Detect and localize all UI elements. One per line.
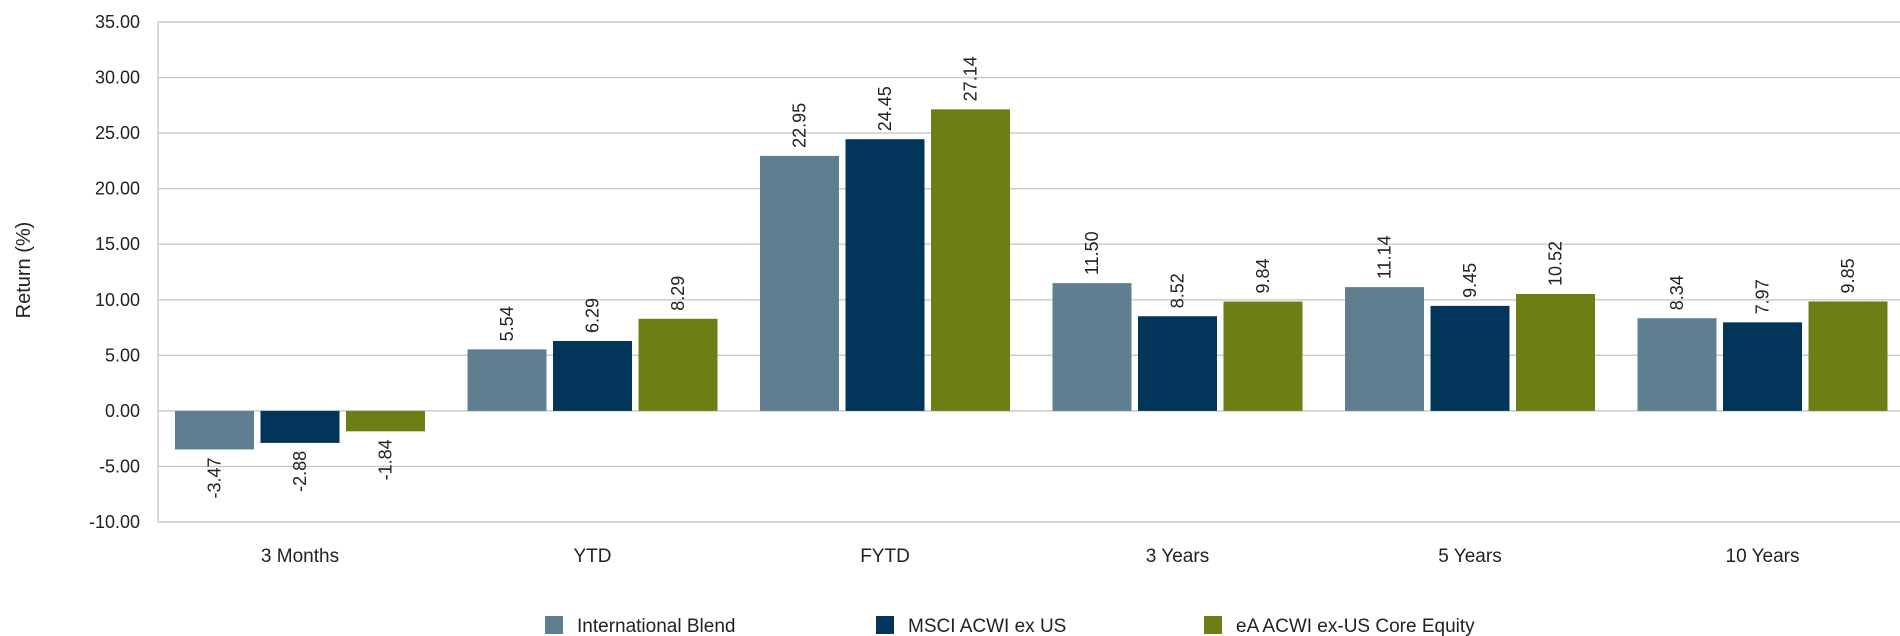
y-axis-ticks: -10.00 -5.00 0.00 5.00 10.00 15.00 20.00 25.00 3…: [89, 12, 140, 532]
data-label: 8.29: [668, 276, 688, 311]
data-label: 11.50: [1082, 231, 1102, 275]
y-tick-label: -5.00: [99, 456, 140, 476]
bar: [1223, 301, 1303, 411]
data-label: 24.45: [875, 86, 895, 131]
y-tick-label: 10.00: [95, 290, 140, 310]
data-label: 22.95: [790, 103, 810, 148]
y-tick-label: 5.00: [105, 345, 140, 365]
legend-swatch: [1204, 616, 1222, 634]
legend: International Blend MSCI ACWI ex US eA ACW…: [545, 616, 1475, 636]
x-category-label: 10 Years: [1726, 546, 1800, 567]
y-tick-label: 15.00: [95, 234, 140, 254]
legend-swatch: [545, 616, 563, 634]
bar: [553, 341, 632, 411]
bar: [1516, 294, 1595, 411]
bar: [1052, 283, 1132, 411]
bar: [467, 349, 547, 411]
legend-label: MSCI ACWI ex US: [908, 616, 1066, 636]
bar: [845, 139, 925, 411]
x-category-label: 3 Years: [1146, 546, 1209, 567]
bar: [931, 109, 1010, 411]
data-label: 5.54: [497, 306, 517, 341]
y-tick-label: -10.00: [89, 512, 140, 532]
data-label: 7.97: [1753, 279, 1773, 314]
gridlines: [157, 21, 1900, 523]
bar: [175, 410, 254, 450]
data-label: 27.14: [961, 56, 981, 101]
data-label: -2.88: [290, 451, 310, 492]
data-label: 9.45: [1460, 263, 1480, 298]
bar: [760, 155, 839, 411]
data-labels: -3.47 -2.88 -1.84 5.54 6.29 8.29 22.95 24.45 27.…: [205, 56, 1859, 498]
data-label: 8.52: [1168, 273, 1188, 308]
bar: [1808, 301, 1888, 411]
data-label: 6.29: [583, 298, 603, 333]
legend-label: International Blend: [577, 616, 735, 636]
data-label: -3.47: [205, 457, 225, 498]
y-axis-title: Return (%): [13, 222, 35, 319]
x-category-label: YTD: [574, 546, 612, 567]
bar: [1138, 316, 1217, 411]
data-label: -1.84: [376, 439, 396, 480]
y-tick-label: 20.00: [95, 179, 140, 199]
legend-label: eA ACWI ex-US Core Equity: [1236, 616, 1475, 636]
bar: [1345, 287, 1424, 411]
x-category-label: 3 Months: [261, 546, 339, 567]
data-label: 9.85: [1838, 258, 1858, 293]
data-label: 10.52: [1546, 241, 1566, 286]
bars: [175, 109, 1888, 450]
y-tick-label: 35.00: [95, 12, 140, 32]
bar: [260, 410, 340, 443]
bar: [1723, 322, 1802, 411]
data-label: 8.34: [1667, 275, 1687, 310]
x-category-label: 5 Years: [1438, 546, 1501, 567]
bar: [1430, 305, 1510, 411]
x-axis-categories: 3 Months YTD FYTD 3 Years 5 Years 10 Years: [261, 546, 1800, 567]
x-category-label: FYTD: [860, 546, 910, 567]
bar: [346, 410, 425, 432]
bar: [1637, 318, 1717, 411]
y-tick-label: 25.00: [95, 123, 140, 143]
data-label: 9.84: [1253, 259, 1273, 294]
y-tick-label: 0.00: [105, 401, 140, 421]
bar: [638, 318, 718, 411]
legend-swatch: [876, 616, 894, 634]
y-tick-label: 30.00: [95, 68, 140, 88]
data-label: 11.14: [1375, 235, 1395, 279]
